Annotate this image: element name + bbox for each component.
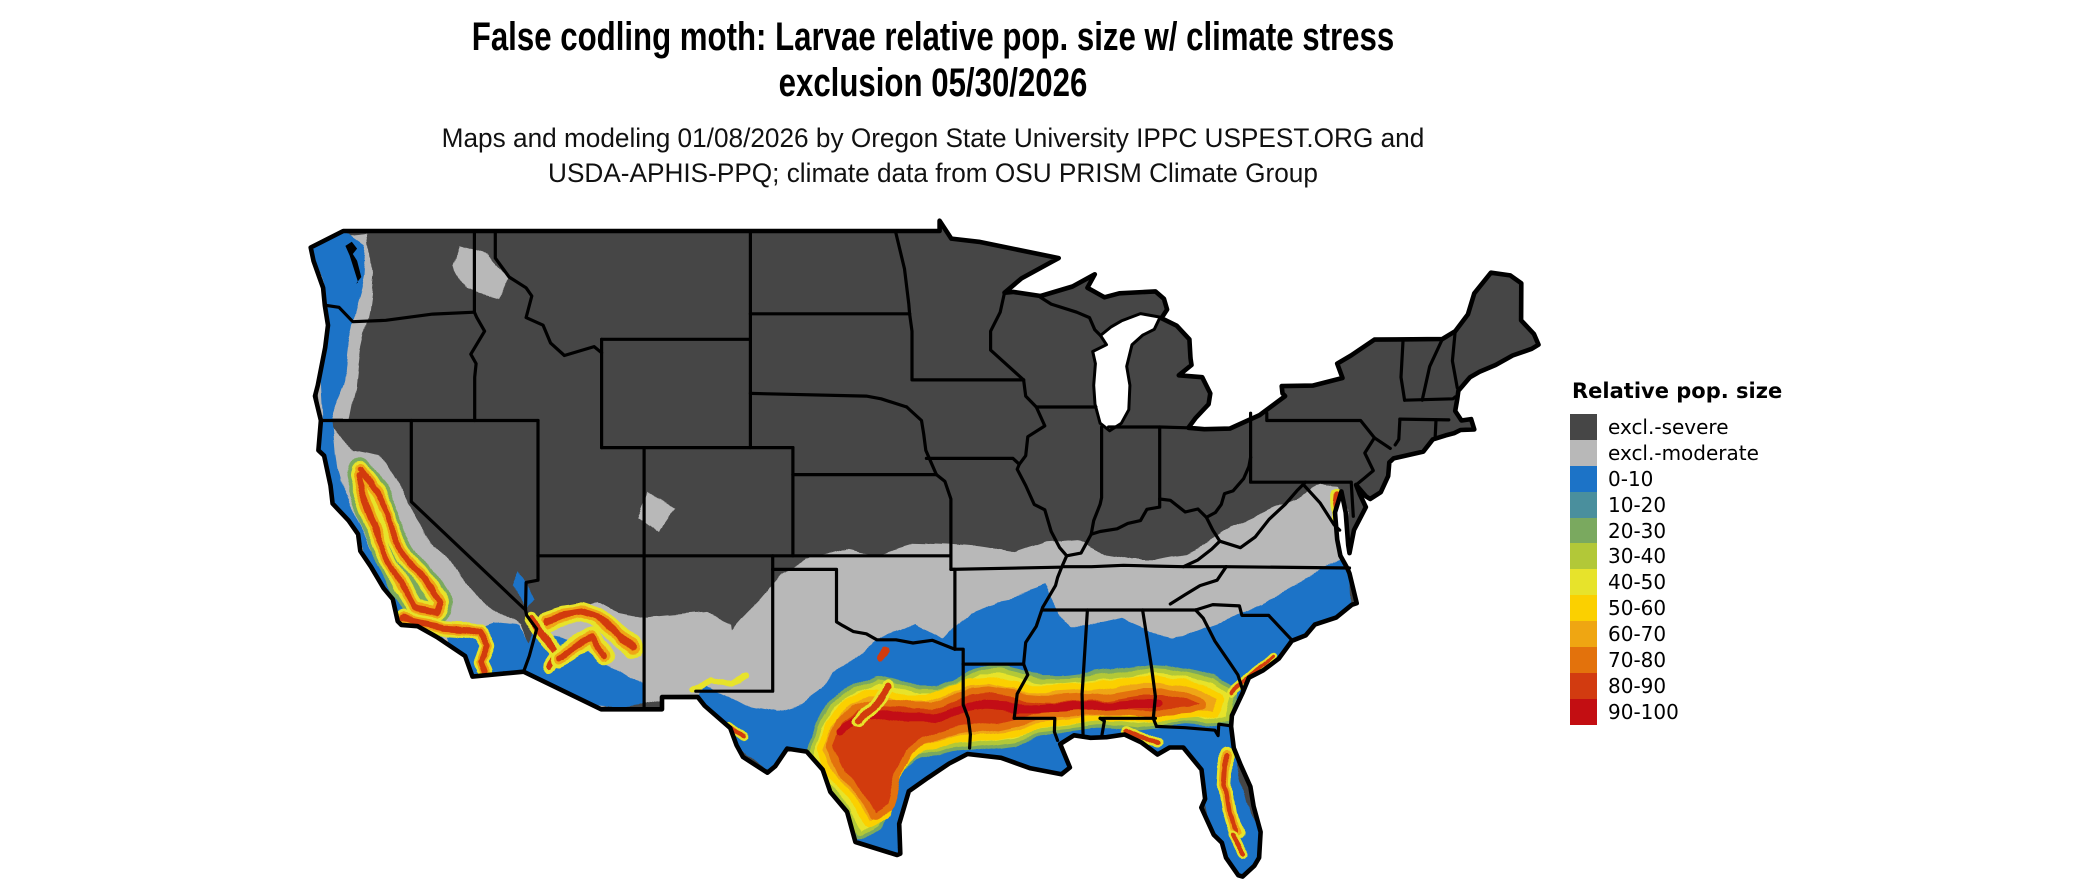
map-title-line1: False codling moth: Larvae relative pop.…	[471, 15, 1395, 59]
legend-row: 80-90	[1570, 672, 1782, 699]
map-subtitle: Maps and modeling 01/08/2026 by Oregon S…	[426, 121, 1439, 191]
legend-label: 10-20	[1608, 492, 1667, 517]
map-title: False codling moth: Larvae relative pop.…	[342, 14, 1525, 106]
legend-label: excl.-moderate	[1608, 440, 1759, 465]
legend-row: 0-10	[1570, 465, 1782, 492]
legend-row: 60-70	[1570, 621, 1782, 648]
legend-title: Relative pop. size	[1572, 379, 1783, 403]
legend-swatch-b60	[1570, 621, 1597, 648]
map-subtitle-line1: Maps and modeling 01/08/2026 by Oregon S…	[441, 123, 1425, 153]
legend-row: 40-50	[1570, 569, 1782, 596]
legend-row: 70-80	[1570, 647, 1782, 673]
legend-label: 40-50	[1608, 570, 1667, 595]
legend-swatch-b90	[1570, 698, 1597, 725]
legend: Relative pop. size excl.-severe excl.-mod…	[1570, 379, 1782, 725]
legend-swatch-b70	[1570, 647, 1597, 673]
legend-label: 30-40	[1608, 544, 1667, 569]
legend-swatch-mod	[1570, 439, 1597, 466]
legend-rows: excl.-severe excl.-moderate 0-10 10-20 20-30…	[1570, 414, 1782, 725]
map-title-line2: exclusion 05/30/2026	[778, 61, 1088, 105]
legend-row: 30-40	[1570, 543, 1782, 570]
legend-label: excl.-severe	[1608, 414, 1729, 439]
legend-swatch-b40	[1570, 569, 1597, 596]
legend-swatch-b50	[1570, 595, 1597, 622]
legend-swatch-sev	[1570, 414, 1597, 440]
puget-sound-water	[345, 241, 362, 284]
legend-swatch-b20	[1570, 517, 1597, 544]
lake-michigan	[1091, 312, 1162, 433]
legend-row: 50-60	[1570, 595, 1782, 622]
legend-label: 70-80	[1608, 647, 1667, 672]
legend-row: 90-100	[1570, 698, 1782, 725]
legend-row: 20-30	[1570, 517, 1782, 544]
state-borders	[319, 229, 1459, 750]
legend-swatch-b80	[1570, 672, 1597, 699]
legend-label: 0-10	[1608, 466, 1654, 491]
legend-label: 20-30	[1608, 518, 1667, 543]
legend-label: 90-100	[1608, 699, 1679, 724]
legend-label: 80-90	[1608, 673, 1667, 698]
legend-swatch-b0	[1570, 465, 1597, 492]
legend-row: excl.-moderate	[1570, 439, 1782, 466]
map-subtitle-line2: USDA-APHIS-PPQ; climate data from OSU PR…	[548, 158, 1318, 188]
legend-label: 50-60	[1608, 596, 1667, 621]
legend-row: excl.-severe	[1570, 414, 1782, 440]
legend-label: 60-70	[1608, 622, 1667, 647]
us-outline	[308, 218, 1541, 879]
legend-swatch-b30	[1570, 543, 1597, 570]
legend-row: 10-20	[1570, 491, 1782, 518]
legend-swatch-b10	[1570, 491, 1597, 518]
